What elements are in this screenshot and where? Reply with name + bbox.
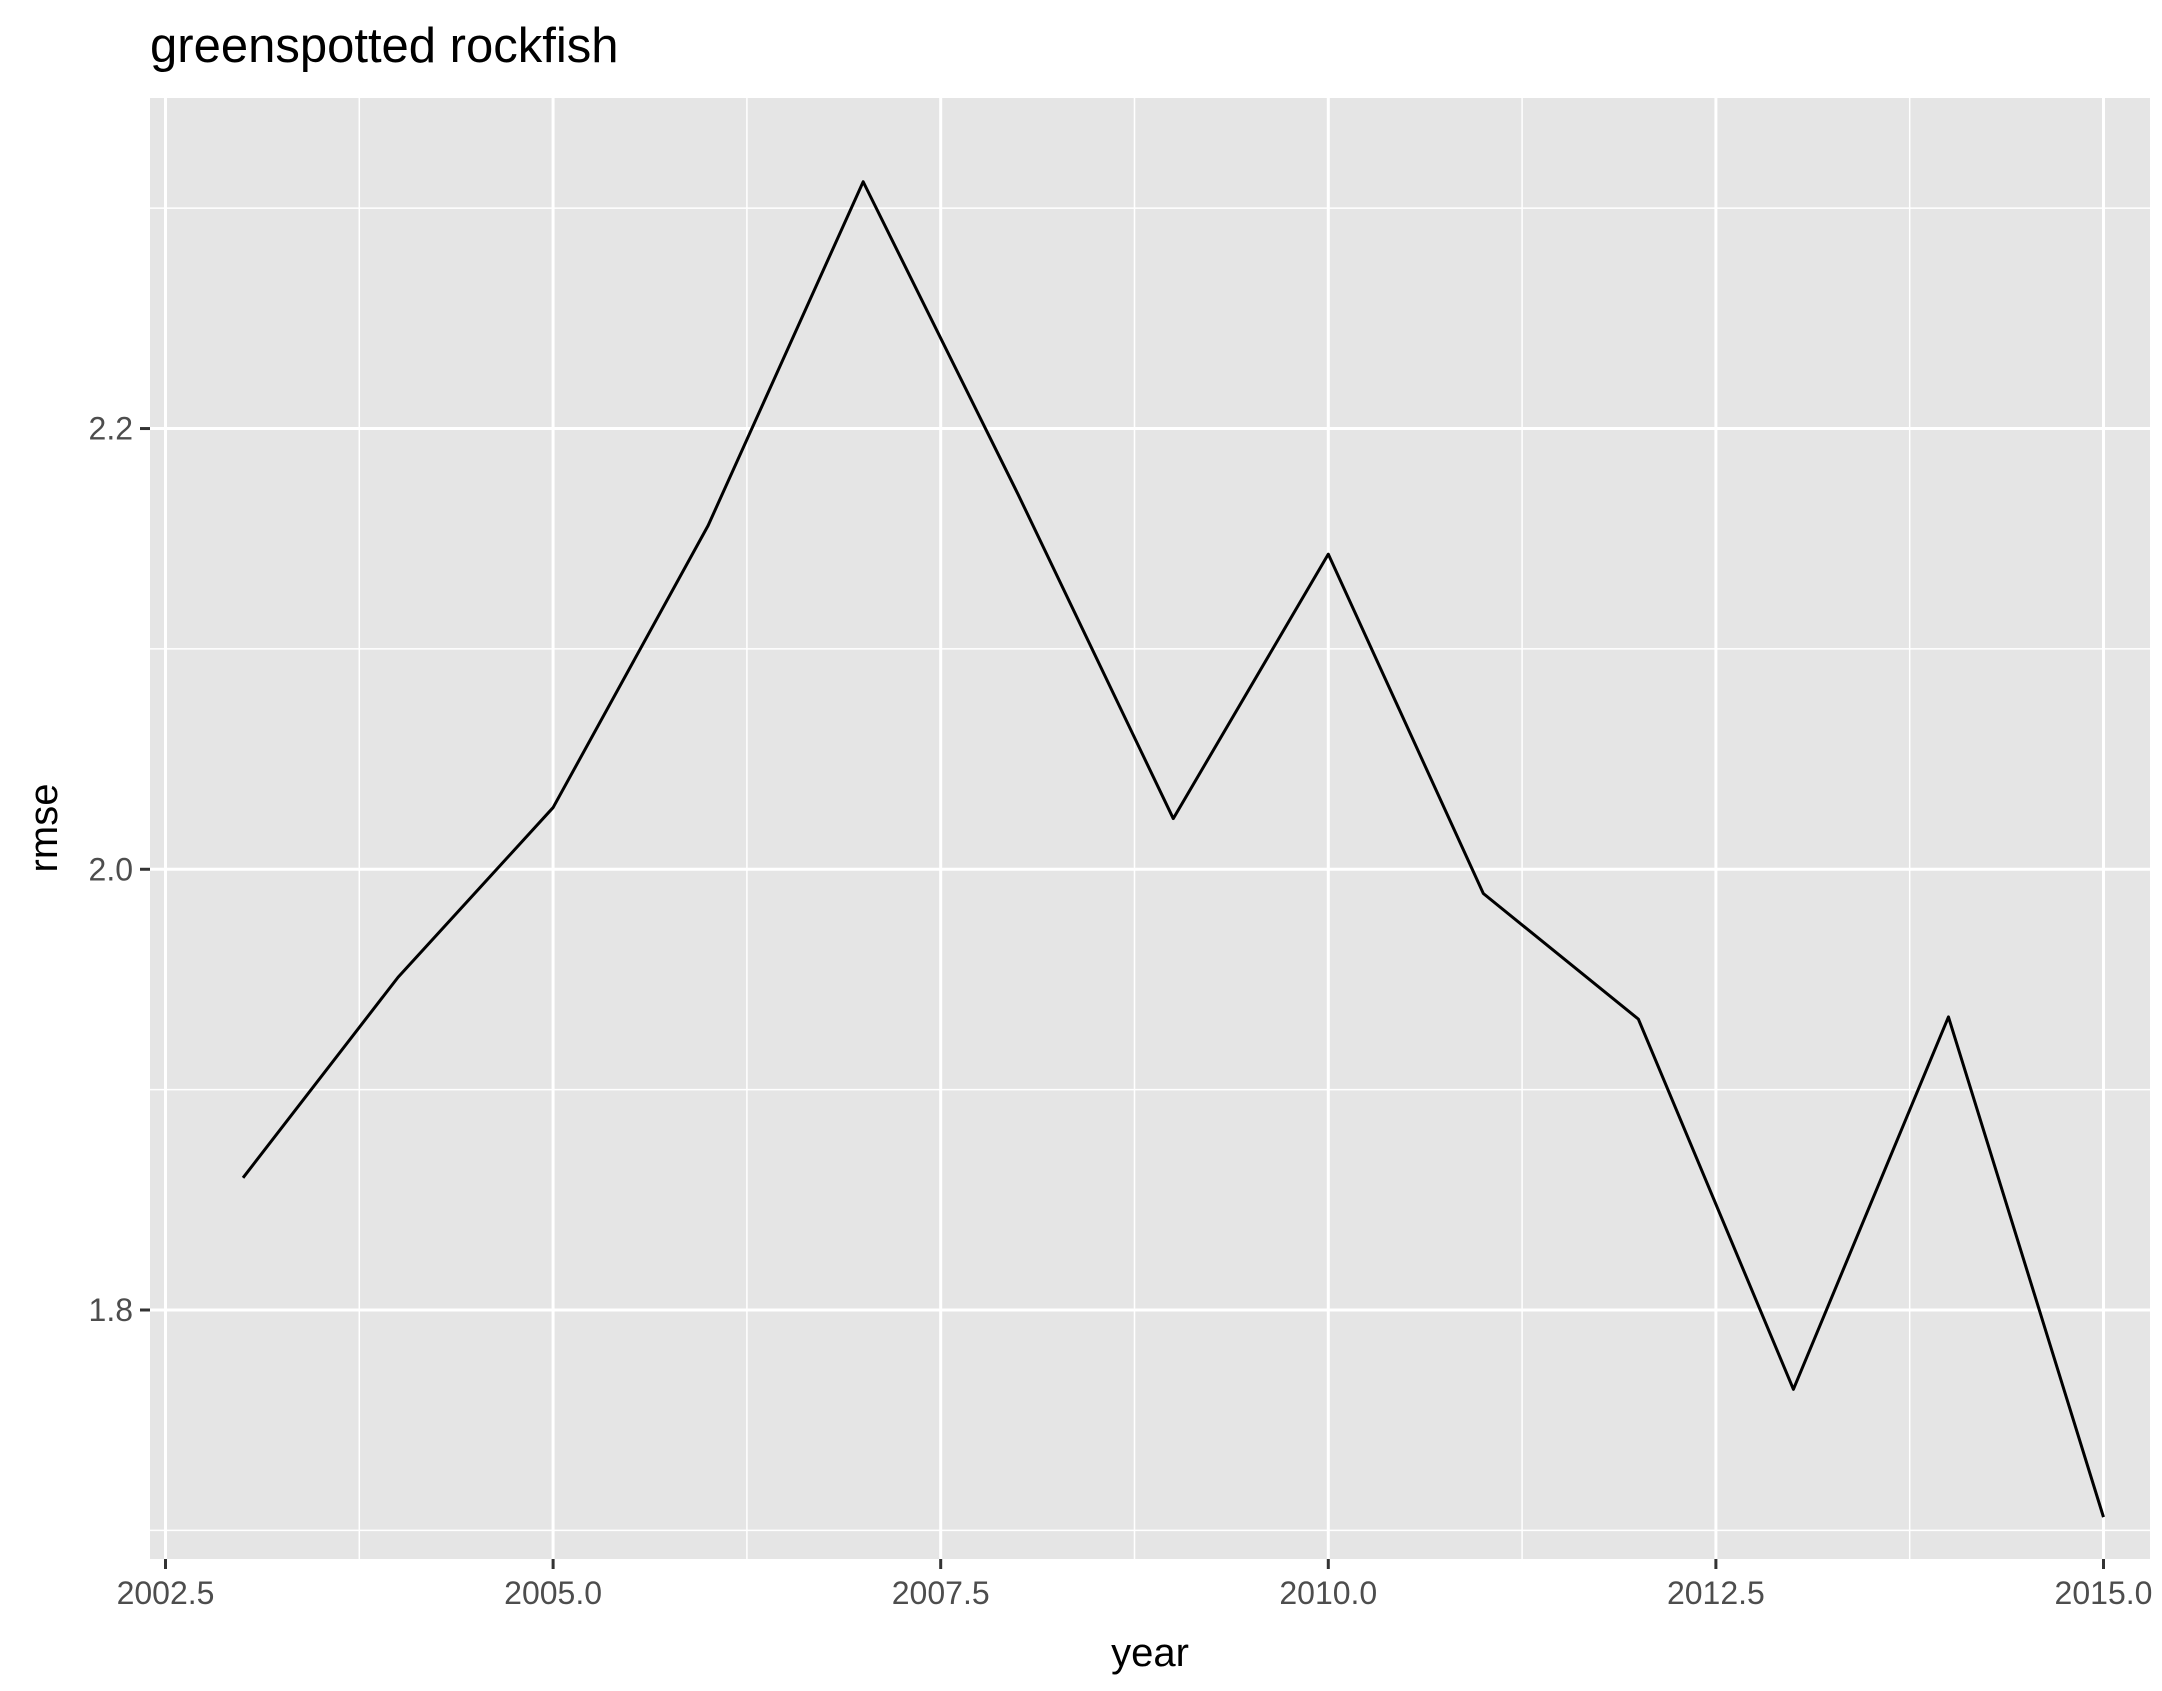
x-tick-label: 2002.5: [117, 1575, 215, 1611]
y-tick-label: 1.8: [89, 1292, 133, 1328]
x-tick-label: 2015.0: [2055, 1575, 2153, 1611]
x-tick-label: 2005.0: [504, 1575, 602, 1611]
y-axis: 1.8 2.0 2.2: [89, 411, 150, 1328]
series-layer: [241, 180, 2105, 1518]
y-tick-label: 2.2: [89, 411, 133, 447]
chart-title: greenspotted rockfish: [150, 19, 619, 73]
y-axis-title: rmse: [22, 784, 66, 873]
y-tick-label: 2.0: [89, 851, 133, 887]
plot-panel: [150, 98, 2150, 1559]
series-line: [241, 180, 2105, 1518]
x-tick-label: 2010.0: [1279, 1575, 1377, 1611]
x-tick-label: 2012.5: [1667, 1575, 1765, 1611]
x-axis: 2002.5 2005.0 2007.5 2010.0 2012.5 2015.0: [117, 1559, 2153, 1611]
x-axis-title: year: [1111, 1631, 1189, 1675]
x-tick-label: 2007.5: [892, 1575, 990, 1611]
minor-grid-lines: [150, 98, 2150, 1559]
